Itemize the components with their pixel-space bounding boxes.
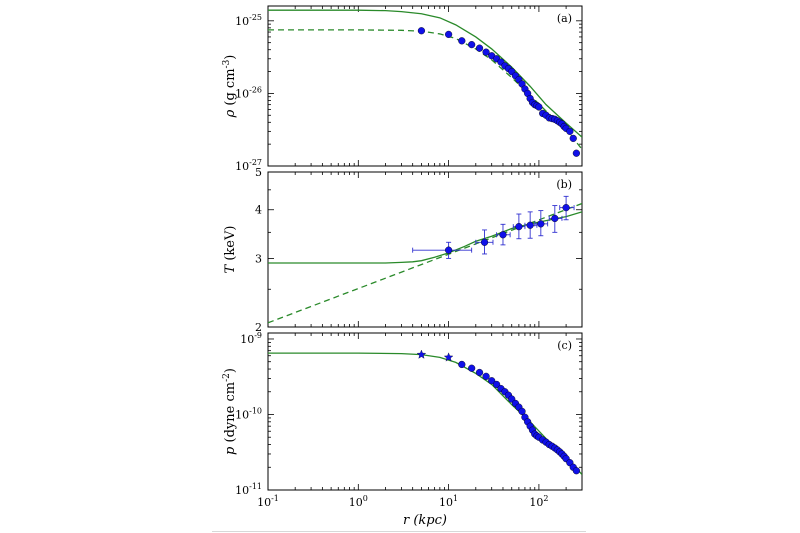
y-tick-label: 10-11 [235,482,262,497]
x-tick-label: 102 [529,494,548,509]
data-point [468,364,476,372]
axes-frame [267,5,583,167]
model-line-dashed [268,29,582,150]
y-axis-label: p (dyne cm-2) [222,368,238,455]
data-layer [268,349,582,476]
data-point [475,368,484,377]
data-point [482,372,490,380]
model-line-solid [268,9,582,138]
axes-frame [267,171,583,328]
y-tick-label: 10-26 [235,85,262,100]
data-point [515,223,523,231]
data-layer [268,9,582,157]
y-tick-label: 10-10 [235,406,262,421]
data-point [566,127,574,135]
y-tick-label: 5 [255,166,262,179]
data-point [493,380,501,389]
data-point [480,238,489,246]
panel-c: 10-1 100 101 102 10-9 10-10 10-11 p (dyne cm-2)… [222,331,583,509]
data-point [482,48,490,56]
data-point [572,149,580,157]
data-point [526,221,534,229]
axes-frame [267,332,583,491]
y-tick-label: 10-25 [235,13,262,28]
y-axis-label: T (keV) [223,226,238,274]
panel-a: 10-25 10-26 10-27 ρ (g cm-3) (a) [222,5,583,173]
y-tick-label: 10-27 [235,158,262,173]
data-point [475,44,484,52]
data-point [488,377,496,385]
plot-root: 10-25 10-26 10-27 ρ (g cm-3) (a) 5 4 3 2 T (keV) (… [222,5,583,509]
model-line-dashed [268,202,582,324]
data-layer [268,195,582,324]
panel-b: 5 4 3 2 T (keV) (b) [223,166,583,334]
data-point [445,246,453,254]
data-point [458,360,466,369]
data-point [417,27,426,35]
data-point [518,407,526,415]
x-tick-label: 10-1 [257,494,279,509]
data-point [572,467,580,475]
y-tick-label: 4 [255,204,262,217]
data-point [551,214,559,223]
data-point [535,103,543,111]
panel-label: (b) [556,178,572,191]
y-axis-label: ρ (g cm-3) [222,55,238,119]
data-point [445,30,453,38]
data-point [569,134,577,142]
model-line-solid [268,211,582,264]
star-point [416,349,427,359]
x-tick-label: 101 [439,494,458,509]
star-point [443,352,454,362]
data-point [458,37,466,45]
y-tick-label: 3 [255,252,262,265]
y-tick-label: 10-9 [240,331,262,346]
data-point [537,220,545,228]
x-tick-label: 100 [349,494,368,509]
bottom-separator [212,531,586,532]
panel-label: (a) [557,12,572,25]
model-line-solid [268,352,582,476]
data-point [499,231,507,239]
data-point [562,204,570,212]
panel-label: (c) [557,339,572,352]
x-axis-label: r (kpc) [403,513,447,528]
data-point [468,41,476,49]
y-tick-label: 2 [255,321,262,334]
